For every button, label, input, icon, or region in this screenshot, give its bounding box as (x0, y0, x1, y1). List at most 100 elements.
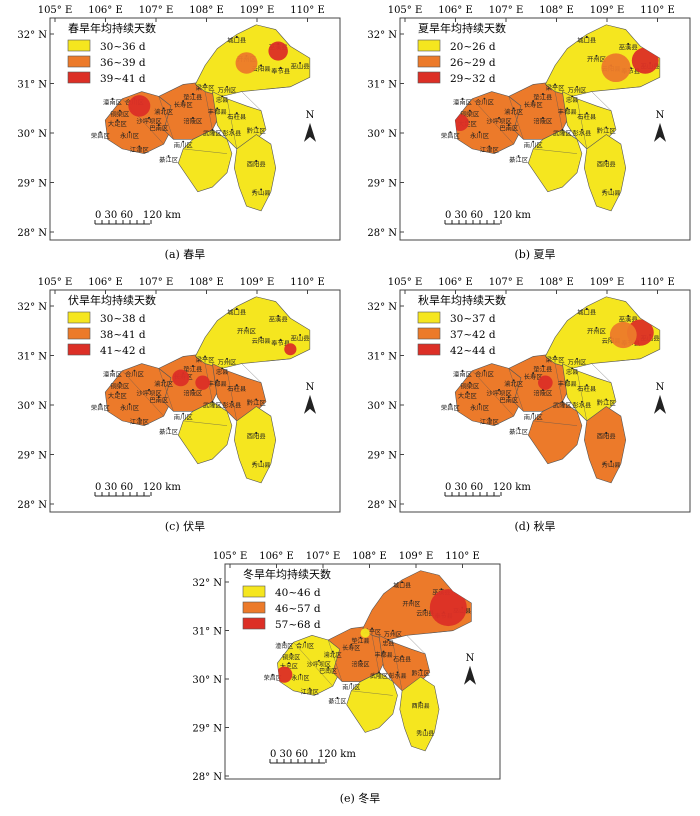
scale-end-label: 120 km (318, 749, 356, 760)
legend-label: 57~68 d (275, 619, 321, 631)
lon-label: 110° E (445, 551, 480, 562)
town-dot (401, 655, 404, 658)
place-label-wuxi: 巫溪县 (619, 43, 638, 52)
legend-label: 30~38 d (100, 313, 146, 325)
legend-label: 26~29 d (450, 57, 496, 69)
town-dot (517, 155, 520, 157)
place-label-wushan: 巫山县 (291, 62, 310, 71)
place-label-xiushan: 秀山县 (416, 730, 434, 738)
place-label-tongliang: 铜梁区 (460, 109, 479, 118)
place-label-youyang: 酉阳县 (247, 432, 266, 441)
town-dot (359, 659, 362, 662)
place-label-banan: 巴南区 (149, 396, 168, 405)
scale-end-label: 120 km (493, 210, 531, 221)
map-panel-spring: 105° E 106° E 107° E 108° E 109° E 110° E 32° … (0, 0, 350, 270)
town-dot (478, 131, 481, 134)
map-panel-summer: 105° E 106° E 107° E 108° E 109° E 110° E 32° … (350, 0, 700, 270)
town-dot (162, 379, 165, 382)
town-dot (318, 659, 320, 662)
town-dot (595, 54, 598, 57)
legend-label: 29~32 d (450, 73, 496, 85)
legend-label: 39~41 d (100, 73, 146, 85)
town-dot (167, 427, 170, 429)
legend-label: 36~39 d (100, 57, 146, 69)
place-label-shapingba: 沙坪坝区 (136, 117, 161, 126)
map-svg: 105° E 106° E 107° E 108° E 109° E 110° E 32° … (367, 277, 691, 533)
place-label-hechuan: 合川区 (475, 98, 494, 107)
lon-label: 108° E (189, 277, 224, 288)
lon-label: 106° E (259, 551, 294, 562)
place-label-fengdu: 丰都县 (375, 651, 393, 659)
town-dot (138, 417, 141, 420)
town-dot (235, 35, 238, 38)
lon-label: 108° E (539, 5, 574, 16)
town-dot (580, 128, 583, 131)
town-dot (148, 116, 151, 119)
town-dot (478, 403, 481, 406)
place-label-wulong: 武隆区 (203, 129, 222, 138)
place-label-yubei: 渝北区 (504, 107, 523, 116)
place-label-jiangjin: 江津区 (301, 689, 319, 696)
north-label: N (656, 382, 665, 393)
town-dot (216, 107, 219, 110)
legend-title: 伏旱年均持续天数 (68, 293, 156, 307)
town-dot (605, 398, 608, 401)
place-label-fengdu: 丰都县 (558, 107, 577, 116)
town-dot (541, 93, 544, 95)
town-dot (133, 369, 136, 372)
place-label-kaizhou: 开州区 (402, 601, 420, 608)
town-dot (419, 669, 422, 671)
place-label-banan: 巴南区 (149, 124, 168, 133)
town-dot (116, 119, 119, 122)
town-dot (517, 427, 520, 429)
town-dot (235, 384, 238, 387)
place-label-banan: 巴南区 (499, 124, 518, 133)
panel-caption: (a) 春旱 (165, 248, 206, 261)
place-label-yunyang: 云阳县 (416, 609, 434, 617)
place-label-chengkou: 城口县 (227, 36, 246, 44)
place-label-nanchuan: 南川区 (524, 141, 543, 150)
place-label-zhongxian: 忠县 (566, 96, 579, 104)
town-dot (576, 357, 578, 360)
lon-label: 108° E (352, 551, 387, 562)
map-panel-autumn: 105° E 106° E 107° E 108° E 109° E 110° E 32° … (350, 272, 700, 542)
town-dot (401, 581, 404, 584)
town-dot (204, 83, 207, 86)
lat-label: 28° N (367, 228, 397, 239)
panel-caption: (c) 伏旱 (165, 519, 205, 533)
town-dot (304, 641, 307, 644)
lon-label: 110° E (290, 5, 325, 16)
town-dot (308, 687, 311, 690)
town-dot (585, 112, 588, 115)
scale-ticks: 0 30 60 (95, 210, 133, 221)
lat-label: 29° N (367, 451, 397, 462)
town-dot (148, 388, 151, 391)
legend-swatch (67, 39, 91, 52)
town-dot (585, 35, 588, 38)
lon-label: 107° E (306, 551, 341, 562)
place-label-liangping: 梁平区 (196, 355, 215, 364)
town-dot (157, 124, 160, 126)
town-dot (116, 391, 119, 394)
lat-label: 32° N (367, 302, 397, 313)
place-label-nanchuan: 南川区 (174, 141, 193, 150)
town-dot (287, 662, 290, 664)
place-label-rongchang: 荣昌区 (264, 674, 282, 682)
place-label-pengshui: 彭水县 (222, 401, 241, 410)
lon-label: 106° E (438, 277, 473, 288)
region-south (177, 401, 233, 465)
legend-title: 春旱年均持续天数 (68, 21, 156, 35)
town-dot (331, 650, 334, 653)
town-dot (566, 379, 569, 382)
place-label-yongchuan: 永川区 (470, 131, 489, 140)
place-label-pengshui: 彭水县 (572, 129, 591, 138)
town-dot (466, 391, 469, 394)
place-label-yunyang: 云阳县 (252, 336, 271, 345)
place-label-changshou: 长寿区 (174, 100, 193, 109)
town-dot (182, 140, 185, 143)
town-dot (182, 100, 185, 103)
town-dot (461, 97, 464, 100)
legend-title: 秋旱年均持续天数 (418, 293, 506, 307)
chongqing-map: 城口县巫溪县巫山县开州区云阳县奉节县梁平区万州区忠县垫江县石柱县丰都县潼南区合川… (441, 296, 661, 484)
legend-swatch (67, 71, 91, 84)
